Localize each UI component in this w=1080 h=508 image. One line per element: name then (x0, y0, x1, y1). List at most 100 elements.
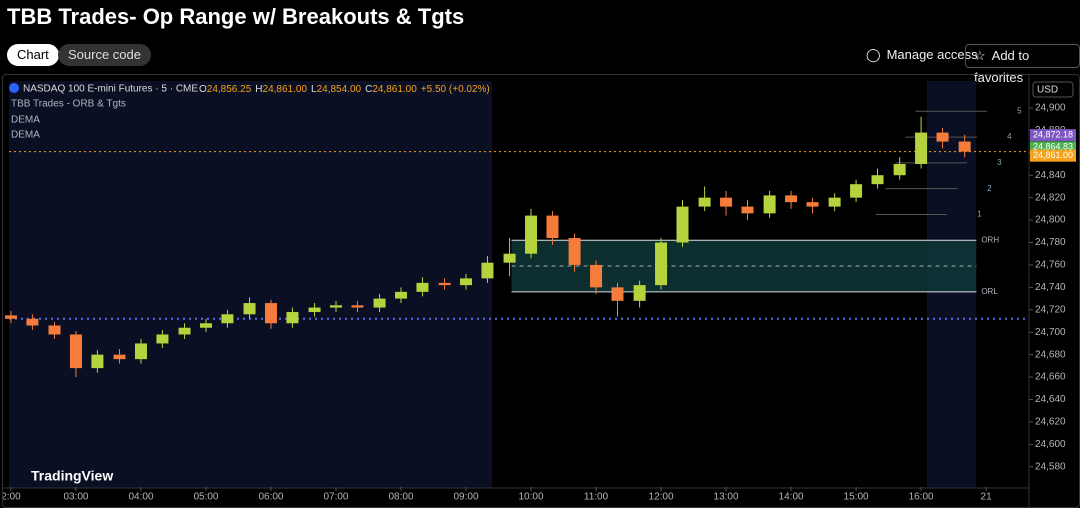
chart: NASDAQ 100 E-mini Futures · 5 · CME O24,… (2, 74, 1080, 508)
pre-market-shade (9, 81, 492, 488)
candle-body (958, 141, 971, 152)
target-label: 4 (1007, 132, 1012, 141)
candle-body (69, 334, 82, 369)
page-title: TBB Trades- Op Range w/ Breakouts & Tgts (7, 4, 465, 29)
x-tick-label: 2:00 (2, 492, 21, 503)
x-tick-label: 04:00 (128, 492, 153, 503)
icon: ◯ (866, 47, 881, 62)
candle-body (438, 282, 451, 286)
candle-body (351, 305, 364, 308)
currency: USD (1037, 85, 1058, 96)
x-tick-label: 06:00 (258, 492, 283, 503)
price-badge (1030, 149, 1076, 162)
x-tick-label: 21 (981, 492, 993, 503)
candle-body (525, 215, 538, 254)
candle-body (178, 327, 191, 335)
x-tick-label: 11:00 (584, 492, 609, 503)
candle-body (676, 206, 689, 243)
candle-body (308, 307, 321, 313)
symbol: NASDAQ 100 E-mini Futures · 5 · CME (23, 84, 198, 95)
x-tick-label: 05:00 (193, 492, 218, 503)
candle-body (893, 163, 906, 176)
icon: ☆ (974, 48, 986, 63)
tab[interactable]: Chart (7, 44, 59, 66)
y-tick-label: 24,840 (1035, 170, 1066, 181)
candle-body (936, 132, 949, 142)
candle-body (828, 197, 841, 207)
candle-body (199, 323, 212, 328)
candle-body (134, 343, 147, 360)
y-tick-label: 24,900 (1035, 103, 1066, 114)
y-tick-label: 24,720 (1035, 304, 1066, 315)
candle-body (243, 303, 256, 315)
y-tick-label: 24,740 (1035, 282, 1066, 293)
candle-body (698, 197, 711, 207)
candle-body (763, 195, 776, 214)
y-tick-label: 24,800 (1035, 215, 1066, 226)
y-tick-label: 24,640 (1035, 394, 1066, 405)
candle-body (373, 298, 386, 308)
candle-body (720, 197, 733, 207)
price-badge-label: 24,864.83 (1033, 142, 1073, 152)
indicator: TBB Trades - ORB & Tgts (11, 99, 126, 110)
ohlc-key: L (311, 84, 317, 95)
indicator: DEMA (11, 115, 40, 126)
y-tick-label: 24,820 (1035, 192, 1066, 203)
indicator: DEMA (11, 130, 40, 141)
target-label: 3 (997, 158, 1002, 167)
level-label: ORL (981, 287, 998, 296)
candle-body (590, 264, 603, 288)
price-badge-label: 24,872.18 (1033, 129, 1073, 139)
x-tick-label: 14:00 (779, 492, 804, 503)
candle-body (416, 282, 429, 292)
candle-body (460, 278, 473, 286)
candle-body (546, 215, 559, 239)
target-label: 1 (977, 210, 982, 219)
ohlc-value: 24,861.00 (372, 84, 417, 95)
label: Add to favorites (974, 48, 1030, 85)
symbol-icon (9, 83, 19, 93)
candle-body (568, 238, 581, 265)
y-tick-label: 24,580 (1035, 461, 1066, 472)
target-label: 5 (1017, 106, 1022, 115)
y-tick-label: 24,780 (1035, 237, 1066, 248)
label: Manage access (886, 47, 978, 62)
x-tick-label: 10:00 (519, 492, 544, 503)
candle-body (48, 325, 61, 335)
candle-body (286, 312, 299, 324)
currency-box[interactable] (1032, 81, 1074, 98)
ohlc-value: 24,854.00 (317, 84, 362, 95)
candle-body (91, 354, 104, 369)
candle-body (481, 262, 494, 279)
candle-body (655, 242, 668, 286)
y-tick-label: 24,620 (1035, 417, 1066, 428)
manage-access[interactable]: ◯ Manage access (866, 44, 978, 66)
add-favorites[interactable]: ☆ Add to favorites (965, 44, 1080, 85)
candle-body (785, 195, 798, 203)
ohlc-change: +5.50 (+0.02%) (421, 84, 490, 95)
ohlc-value: 24,856.25 (207, 84, 252, 95)
x-tick-label: 03:00 (63, 492, 88, 503)
ohlc-key: H (255, 84, 262, 95)
x-tick-label: 12:00 (649, 492, 674, 503)
ohlc: O24,856.25 H24,861.00 L24,854.00 C24,861.00… (199, 84, 490, 95)
tab[interactable]: Source code (58, 44, 151, 66)
y-tick-label: 24,700 (1035, 327, 1066, 338)
candle-body (503, 253, 516, 263)
candle-body (264, 303, 277, 324)
candle-body (741, 206, 754, 214)
price-badge (1030, 129, 1076, 142)
ohlc-key: C (365, 84, 372, 95)
target-label: 2 (987, 184, 992, 193)
x-tick-label: 09:00 (454, 492, 479, 503)
price-badge-label: 24,861.00 (1033, 150, 1073, 160)
y-tick-label: 24,660 (1035, 372, 1066, 383)
candle-body (26, 318, 39, 326)
candle-body (4, 315, 17, 319)
candle-body (871, 175, 884, 185)
x-tick-label: 07:00 (323, 492, 348, 503)
candle-body (633, 285, 646, 301)
candle-body (221, 314, 234, 324)
candle-body (113, 354, 126, 360)
